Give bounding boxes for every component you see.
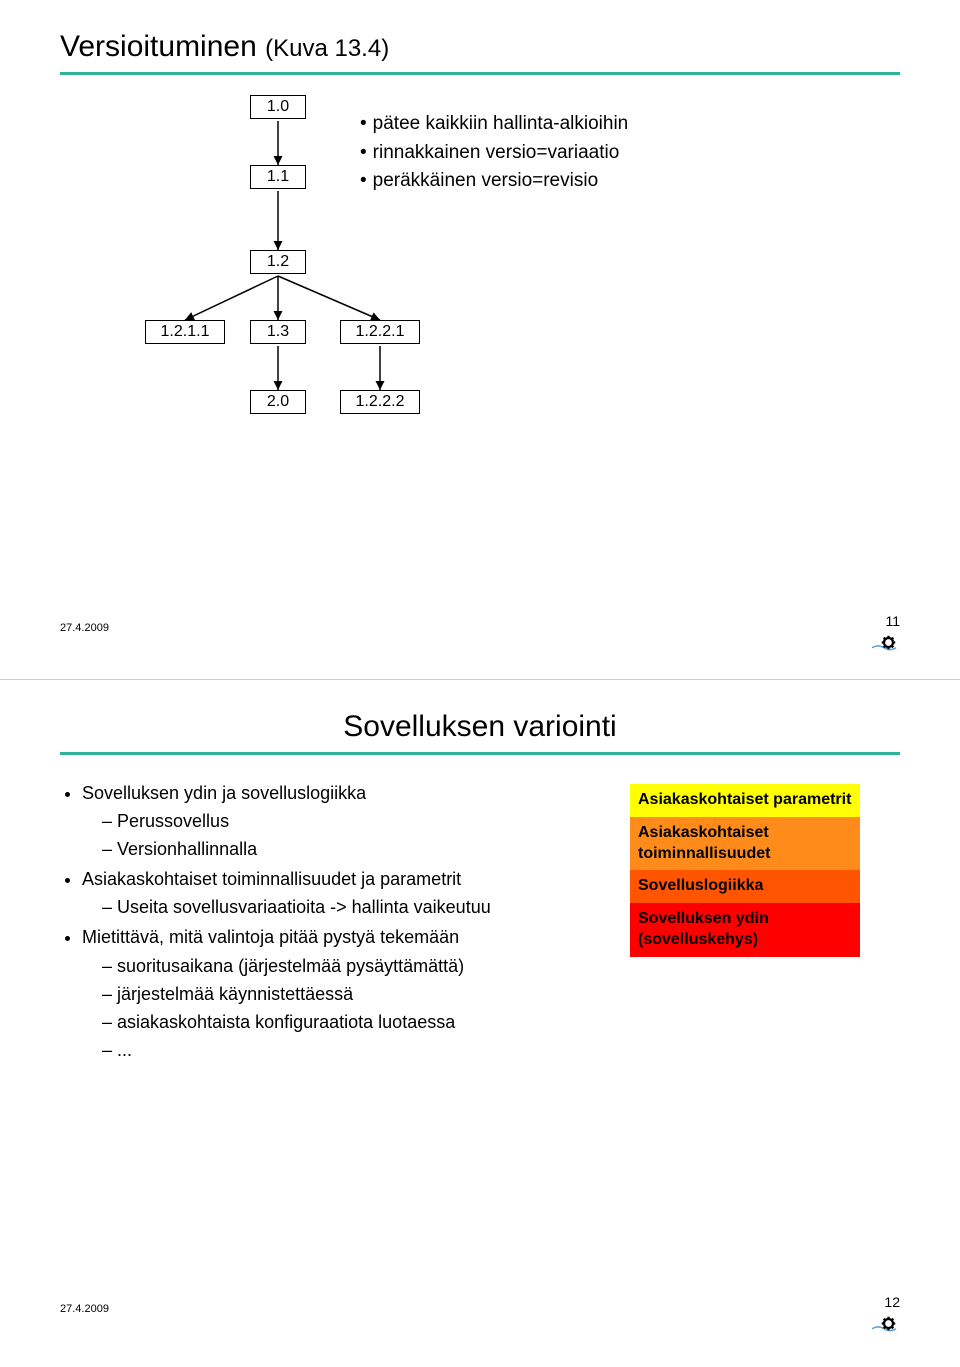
bullet-item: Sovelluksen ydin ja sovelluslogiikkaPeru…: [82, 780, 590, 862]
layer-box: Asiakaskohtaiset parametrit: [630, 784, 860, 817]
tree-node: 1.2.2.2: [340, 390, 420, 414]
sub-bullet-item: asiakaskohtaista konfiguraatiota luotaes…: [102, 1009, 590, 1035]
gear-icon: [872, 629, 902, 659]
layer-stack: Asiakaskohtaiset parametritAsiakaskohtai…: [630, 784, 860, 1067]
bullet-item: Asiakaskohtaiset toiminnallisuudet ja pa…: [82, 866, 590, 920]
tree-node: 1.3: [250, 320, 306, 344]
slide2-page-number: 12: [884, 1294, 900, 1310]
sub-bullet-item: Useita sovellusvariaatioita -> hallinta …: [102, 894, 590, 920]
slide2-bullets: Sovelluksen ydin ja sovelluslogiikkaPeru…: [60, 780, 590, 1067]
tree-arrows: [60, 95, 900, 415]
tree-node: 2.0: [250, 390, 306, 414]
tree-node: 1.0: [250, 95, 306, 119]
tree-node: 1.2: [250, 250, 306, 274]
sub-bullet-item: suoritusaikana (järjestelmää pysäyttämät…: [102, 953, 590, 979]
sub-bullet-item: ...: [102, 1037, 590, 1063]
slide1-page-number: 11: [885, 613, 900, 629]
slide-variointi: Sovelluksen variointi Sovelluksen ydin j…: [0, 680, 960, 1360]
slide1-date: 27.4.2009: [60, 622, 109, 634]
slide1-title-main: Versioituminen: [60, 30, 257, 63]
tree-node: 1.2.1.1: [145, 320, 225, 344]
bullet-item: Mietittävä, mitä valintoja pitää pystyä …: [82, 924, 590, 1062]
slide2-date: 27.4.2009: [60, 1303, 109, 1315]
version-tree: 1.0 1.1 1.2 1.2.1.1 1.3 1.2.2.1 2.0 1.2.2.2: [60, 95, 900, 415]
slide2-title: Sovelluksen variointi: [60, 710, 900, 744]
layer-box: Sovelluslogiikka: [630, 870, 860, 903]
tree-node: 1.1: [250, 165, 306, 189]
slide1-title: Versioituminen (Kuva 13.4): [60, 30, 900, 64]
sub-bullet-item: järjestelmää käynnistettäessä: [102, 981, 590, 1007]
slide-versioituminen: Versioituminen (Kuva 13.4) pätee kaikkii…: [0, 0, 960, 680]
layer-box: Sovelluksen ydin (sovelluskehys): [630, 903, 860, 957]
slide1-underline: [60, 72, 900, 75]
tree-node: 1.2.2.1: [340, 320, 420, 344]
gear-icon: [872, 1310, 902, 1340]
slide2-underline: [60, 752, 900, 755]
slide2-content: Sovelluksen ydin ja sovelluslogiikkaPeru…: [60, 780, 900, 1067]
sub-bullet-item: Versionhallinnalla: [102, 836, 590, 862]
layer-box: Asiakaskohtaiset toiminnallisuudet: [630, 817, 860, 871]
sub-bullet-item: Perussovellus: [102, 808, 590, 834]
slide1-subtitle: (Kuva 13.4): [265, 35, 389, 62]
